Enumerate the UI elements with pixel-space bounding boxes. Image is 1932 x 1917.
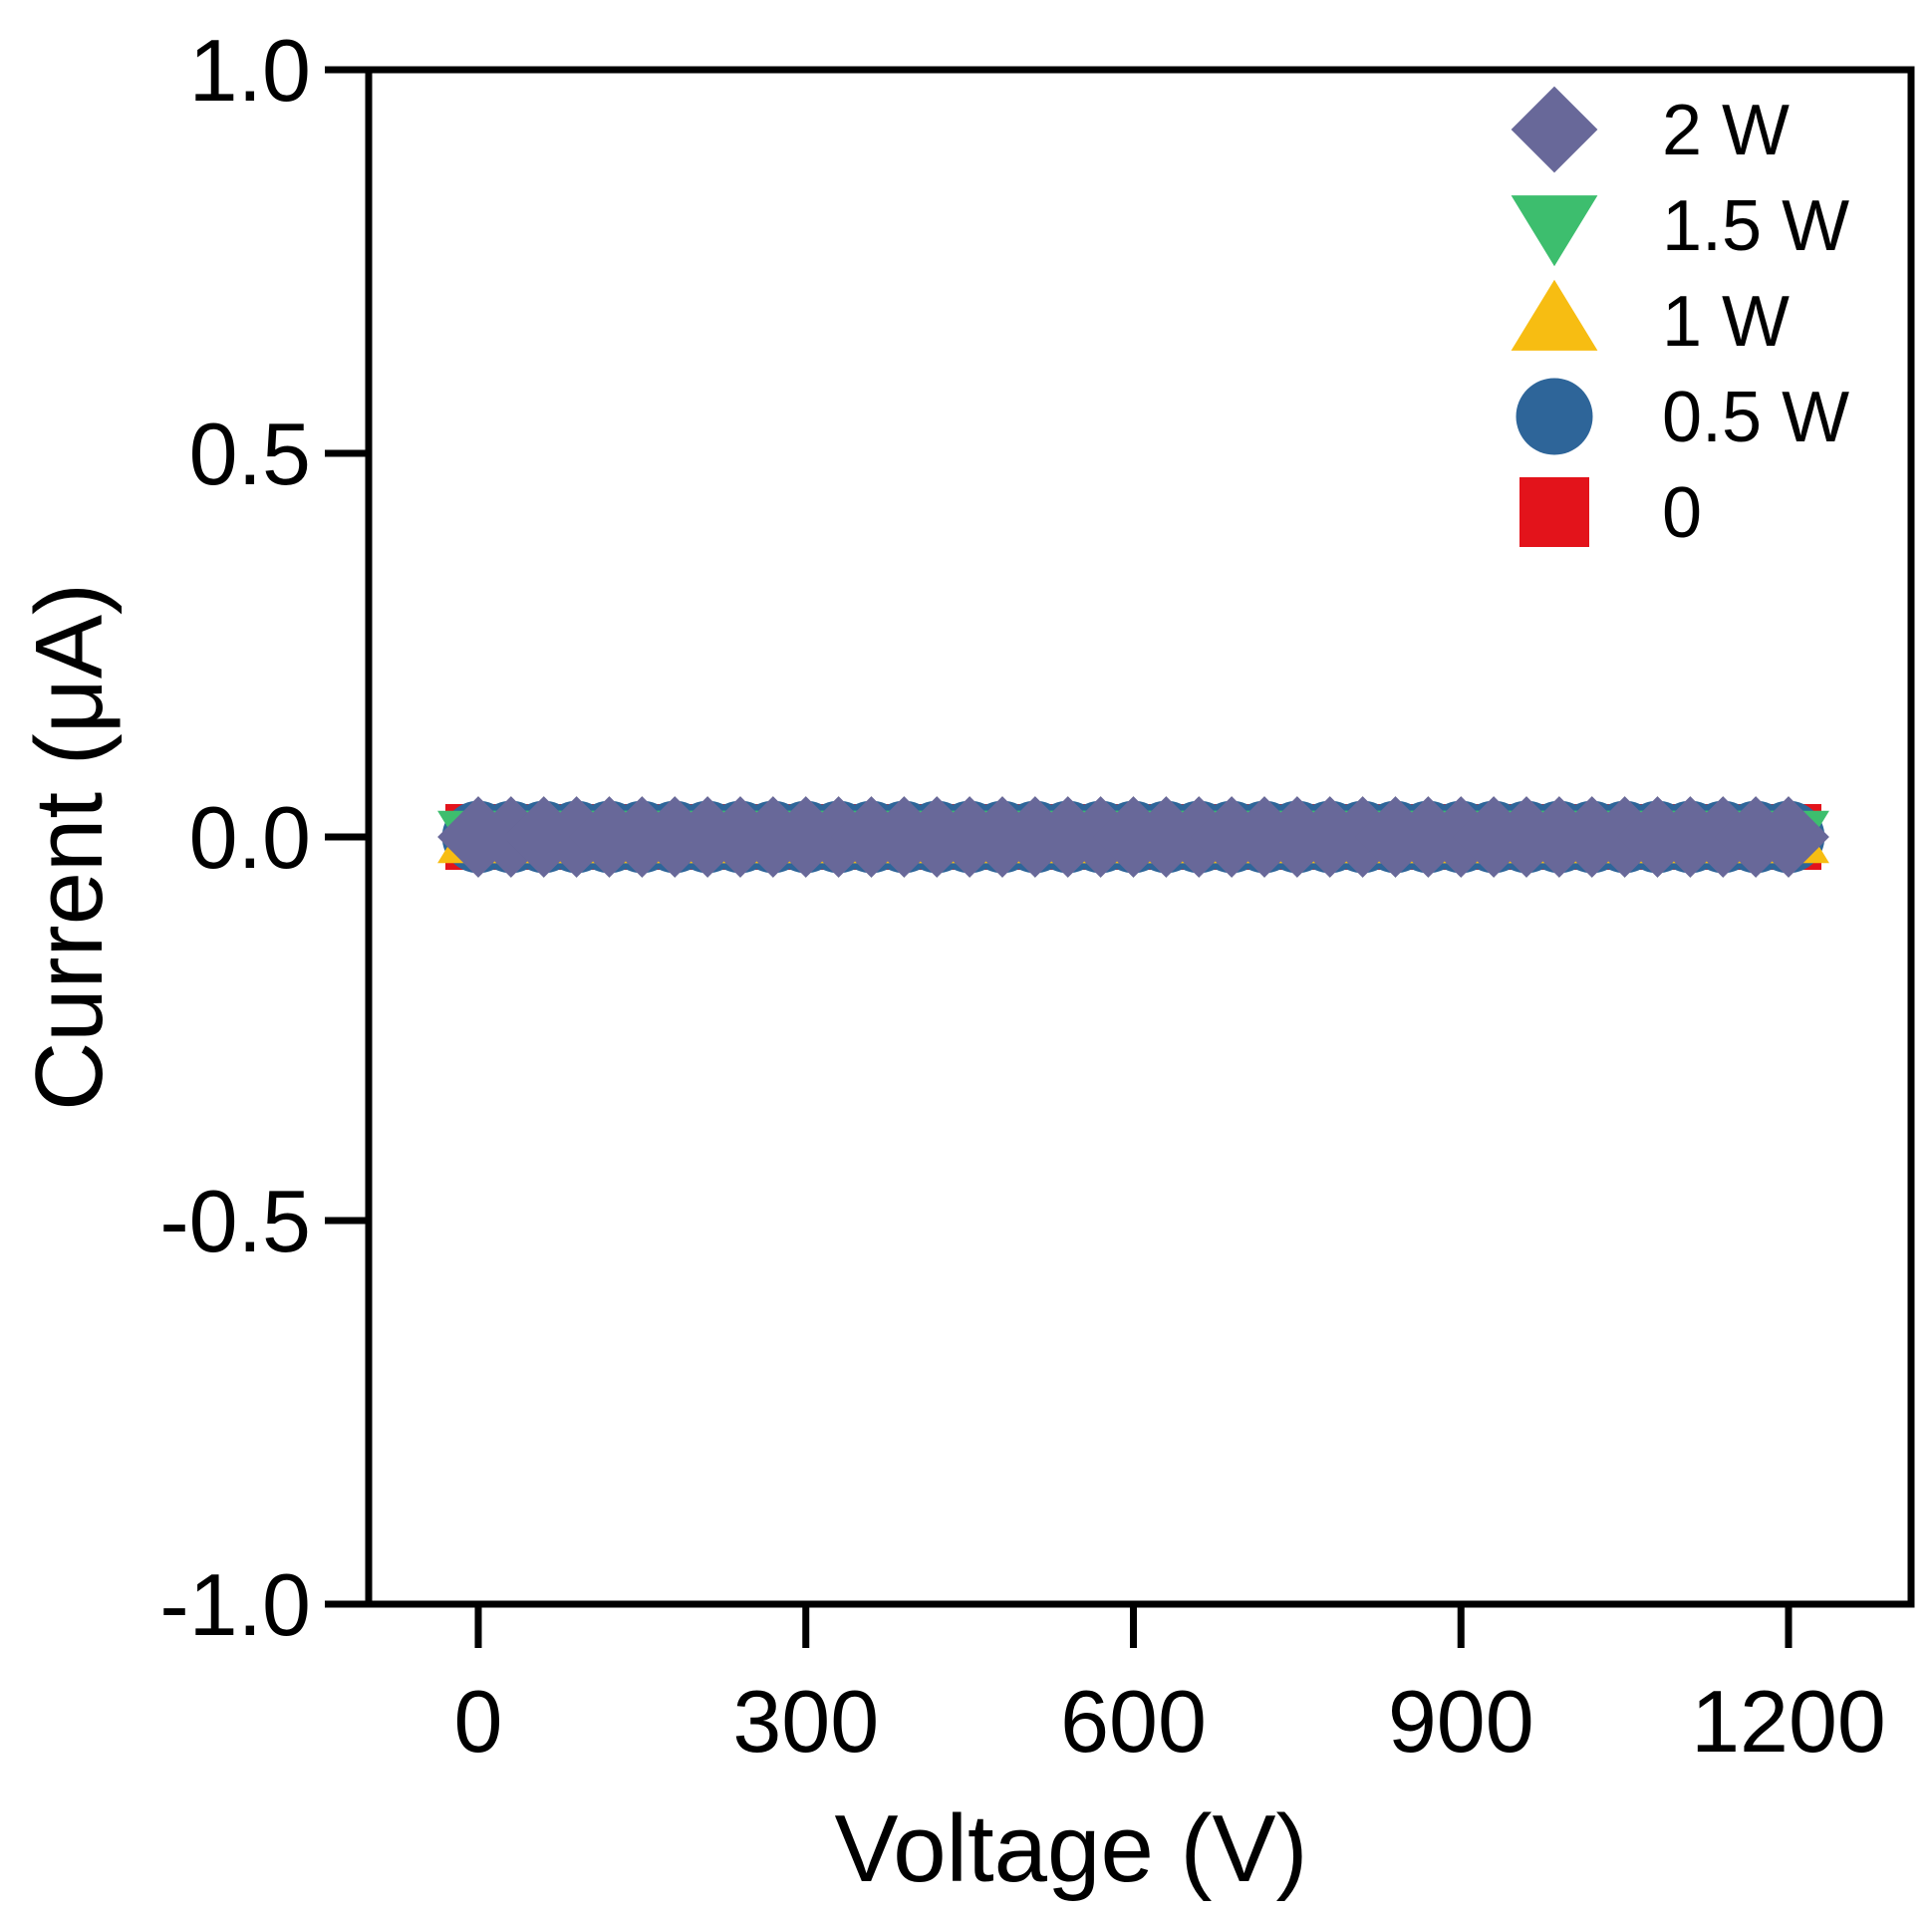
legend-item: 0.5 W <box>1516 378 1849 457</box>
series-2-w <box>437 796 1829 878</box>
y-axis-label: Current (μA) <box>16 583 123 1111</box>
x-axis-label: Voltage (V) <box>835 1795 1308 1902</box>
y-tick-label: -1.0 <box>159 1555 311 1654</box>
y-tick-label: 0.0 <box>189 788 311 887</box>
legend-label: 1.5 W <box>1662 186 1849 266</box>
legend-item: 1.5 W <box>1511 186 1849 267</box>
data-point <box>1748 796 1829 878</box>
legend-marker <box>1511 195 1598 267</box>
x-tick-label: 1200 <box>1691 1672 1886 1771</box>
y-tick-label: 0.5 <box>189 405 311 503</box>
legend-marker <box>1519 477 1589 547</box>
data-series <box>437 796 1829 878</box>
y-tick-label: -0.5 <box>159 1172 311 1270</box>
legend-label: 0 <box>1662 473 1702 553</box>
legend-marker <box>1511 86 1598 173</box>
y-axis-ticks: -1.0 -0.5 0.0 0.5 1.0 <box>159 21 369 1654</box>
legend-item: 0 <box>1519 473 1702 553</box>
x-tick-label: 0 <box>454 1672 503 1771</box>
legend-label: 1 W <box>1662 282 1790 362</box>
legend-label: 2 W <box>1662 91 1790 170</box>
x-tick-label: 300 <box>732 1672 879 1771</box>
x-tick-label: 600 <box>1060 1672 1207 1771</box>
legend: 2 W 1.5 W 1 W 0.5 W 0 <box>1511 86 1849 553</box>
legend-marker <box>1511 279 1598 351</box>
y-tick-label: 1.0 <box>189 21 311 120</box>
x-axis-ticks: 0 300 600 900 1200 <box>454 1604 1886 1771</box>
legend-item: 1 W <box>1511 279 1790 362</box>
legend-marker <box>1516 378 1593 455</box>
x-tick-label: 900 <box>1388 1672 1534 1771</box>
legend-label: 0.5 W <box>1662 378 1849 457</box>
legend-item: 2 W <box>1511 86 1790 173</box>
